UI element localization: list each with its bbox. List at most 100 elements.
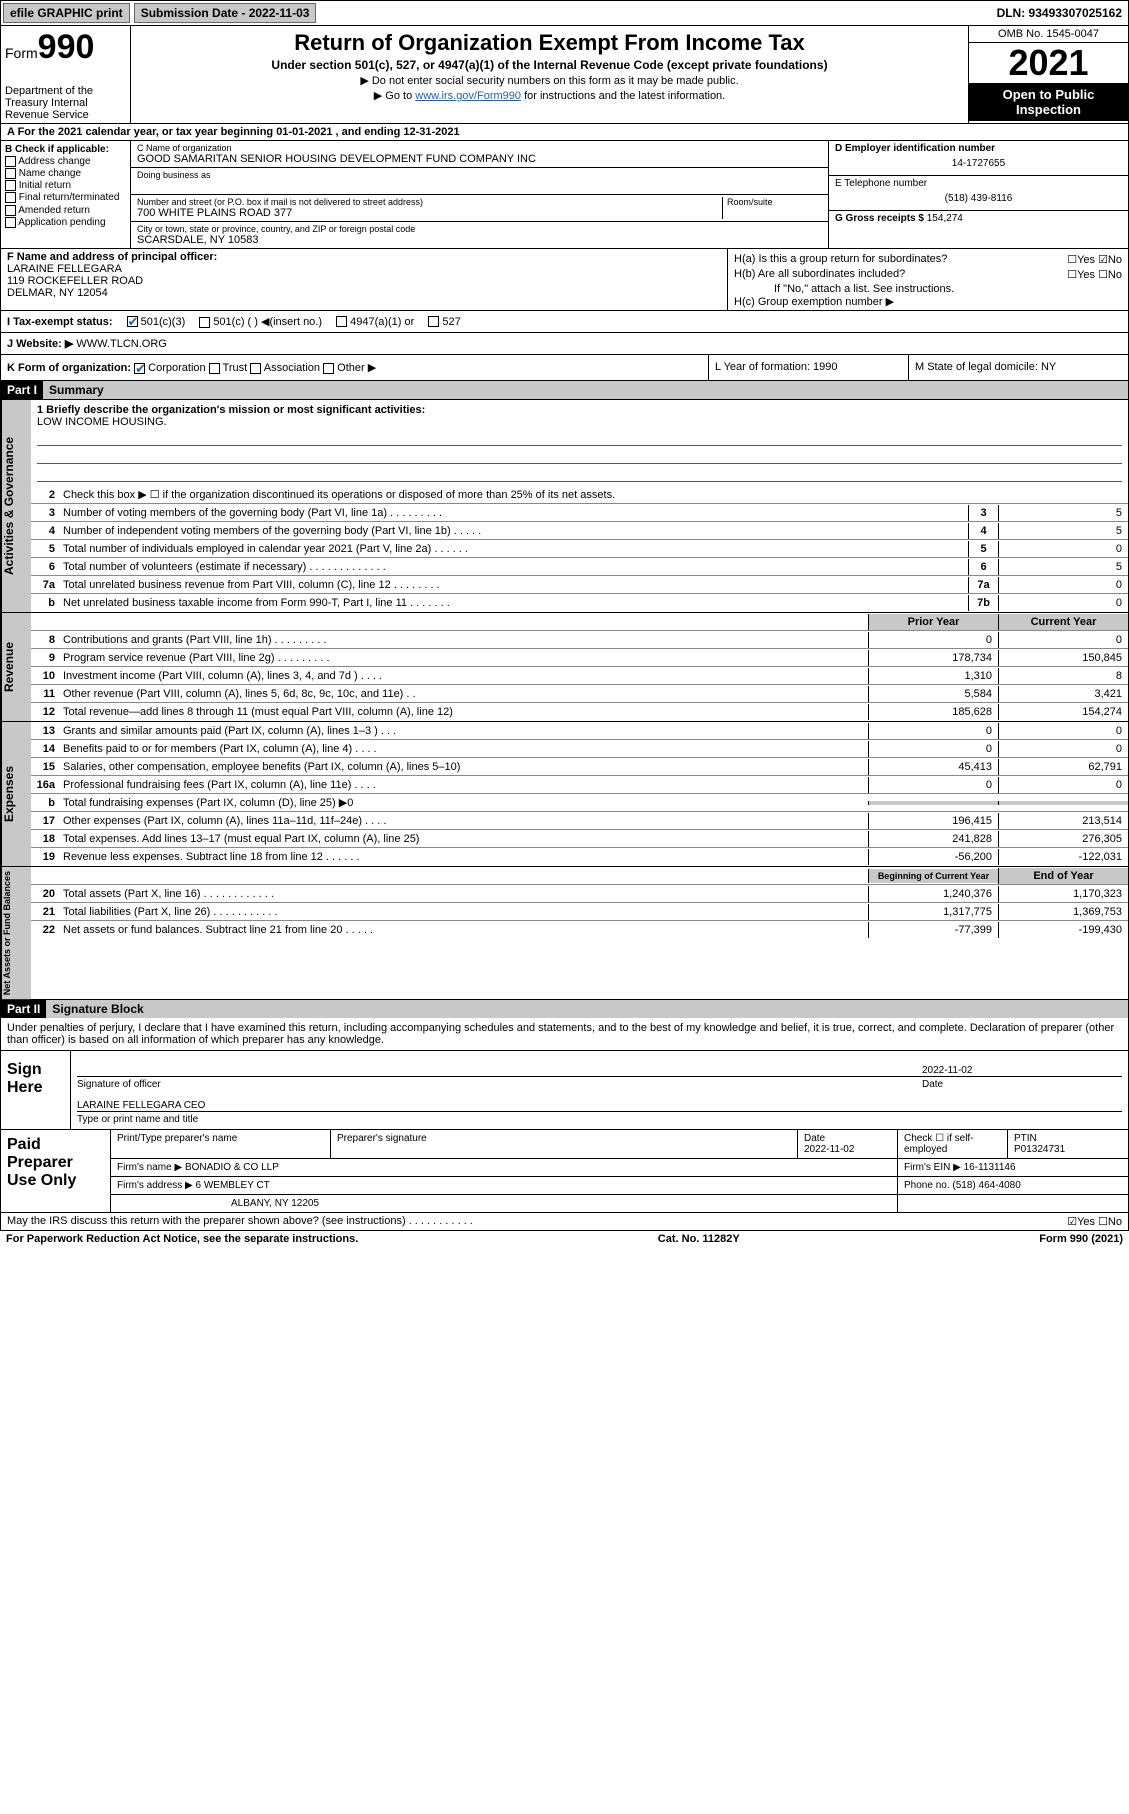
k-lab: K Form of organization: — [7, 362, 131, 374]
name-lab: Type or print name and title — [77, 1114, 1122, 1125]
c-name-lab: C Name of organization — [137, 143, 822, 153]
line-21: 21 Total liabilities (Part X, line 26) .… — [31, 903, 1128, 921]
sign-block: Sign Here 2022-11-02 Signature of office… — [0, 1051, 1129, 1130]
cb-name[interactable]: Name change — [5, 168, 126, 179]
open-public: Open to Public Inspection — [969, 83, 1128, 121]
name-line: LARAINE FELLEGARA CEO — [77, 1100, 1122, 1112]
cb-app[interactable]: Application pending — [5, 217, 126, 228]
hc: H(c) Group exemption number ▶ — [734, 295, 1122, 308]
ln-num: 10 — [31, 668, 59, 684]
p-h2: Preparer's signature — [331, 1130, 798, 1158]
fa-v1: 6 WEMBLEY CT — [196, 1180, 270, 1191]
omb: OMB No. 1545-0047 — [969, 26, 1128, 43]
part2-title: Signature Block — [46, 1000, 1128, 1018]
ha: H(a) Is this a group return for subordin… — [734, 253, 1122, 266]
paid-r4: ALBANY, NY 12205 — [111, 1195, 1128, 1212]
ln-box: 4 — [968, 523, 998, 539]
net-hc: End of Year — [998, 868, 1128, 884]
i-o3[interactable]: 4947(a)(1) or — [336, 316, 414, 328]
ln-val: 5 — [998, 523, 1128, 539]
k-o2-lbl: Trust — [223, 362, 248, 374]
i-o2[interactable]: 501(c) ( ) ◀(insert no.) — [199, 315, 322, 328]
ln-box: 5 — [968, 541, 998, 557]
cb-amend[interactable]: Amended return — [5, 205, 126, 216]
ln-num: 21 — [31, 904, 59, 920]
k-l: L Year of formation: 1990 — [708, 355, 908, 380]
ln-curr: -199,430 — [998, 922, 1128, 938]
k-o1-lbl: Corporation — [148, 362, 205, 374]
ln-num: 18 — [31, 831, 59, 847]
ln-num: 4 — [31, 523, 59, 539]
note2-pre: ▶ Go to — [374, 90, 415, 102]
ln-num: 11 — [31, 686, 59, 702]
sig-lab: Signature of officer — [77, 1079, 922, 1090]
i-o2-lbl: 501(c) ( ) ◀(insert no.) — [213, 316, 322, 328]
c-dba: Doing business as — [131, 168, 828, 195]
k-o2[interactable]: Trust — [209, 362, 248, 374]
ln-box: 7b — [968, 595, 998, 611]
ln-curr: 1,369,753 — [998, 904, 1128, 920]
ln-num: b — [31, 795, 59, 811]
p-h3: Date2022-11-02 — [798, 1130, 898, 1158]
ln-prior: 185,628 — [868, 704, 998, 720]
sec-gov: Activities & Governance 1 Briefly descri… — [0, 400, 1129, 613]
p-h5l: PTIN — [1014, 1133, 1122, 1144]
ln-val: 0 — [998, 541, 1128, 557]
p-h1: Print/Type preparer's name — [111, 1130, 331, 1158]
sig-line: 2022-11-02 — [77, 1065, 1122, 1077]
exp-body: 13 Grants and similar amounts paid (Part… — [31, 722, 1128, 866]
blank1 — [37, 432, 1122, 446]
k-o4[interactable]: Other ▶ — [323, 362, 376, 374]
ln-curr: 62,791 — [998, 759, 1128, 775]
ln-prior: -77,399 — [868, 922, 998, 938]
line-22: 22 Net assets or fund balances. Subtract… — [31, 921, 1128, 939]
cb-addr[interactable]: Address change — [5, 156, 126, 167]
ln-prior: 178,734 — [868, 650, 998, 666]
ph-lab: Phone no. — [904, 1180, 950, 1191]
k-o1[interactable]: Corporation — [134, 362, 206, 374]
ln-txt: Other revenue (Part VIII, column (A), li… — [59, 686, 868, 702]
line1-lab: 1 Briefly describe the organization's mi… — [37, 404, 1122, 416]
line-11: 11 Other revenue (Part VIII, column (A),… — [31, 685, 1128, 703]
k-o3[interactable]: Association — [250, 362, 320, 374]
ln-num: 15 — [31, 759, 59, 775]
blank3 — [37, 468, 1122, 482]
line2: 2 Check this box ▶ ☐ if the organization… — [31, 486, 1128, 504]
cb-init[interactable]: Initial return — [5, 180, 126, 191]
sig-name: LARAINE FELLEGARA CEO — [77, 1100, 1122, 1111]
efile-btn[interactable]: efile GRAPHIC print — [3, 3, 130, 23]
form-sub: Under section 501(c), 527, or 4947(a)(1)… — [135, 58, 964, 72]
irs-link[interactable]: www.irs.gov/Form990 — [415, 90, 521, 102]
topbar: efile GRAPHIC print Submission Date - 20… — [0, 0, 1129, 26]
ln-curr: 8 — [998, 668, 1128, 684]
footline: For Paperwork Reduction Act Notice, see … — [0, 1231, 1129, 1247]
i-o4-lbl: 527 — [442, 316, 460, 328]
note2-post: for instructions and the latest informat… — [521, 90, 725, 102]
ln-txt: Contributions and grants (Part VIII, lin… — [59, 632, 868, 648]
cb-final[interactable]: Final return/terminated — [5, 192, 126, 203]
ln-txt: Total liabilities (Part X, line 26) . . … — [59, 904, 868, 920]
j-lab: J Website: ▶ — [7, 338, 73, 350]
c-addr: Number and street (or P.O. box if mail i… — [131, 195, 828, 222]
ln-num: 14 — [31, 741, 59, 757]
firm-phone: Phone no. (518) 464-4080 — [898, 1177, 1128, 1194]
sec-exp: Expenses 13 Grants and similar amounts p… — [0, 722, 1129, 867]
net-hp: Beginning of Current Year — [868, 869, 998, 883]
ln-curr: 150,845 — [998, 650, 1128, 666]
ln-prior: 1,317,775 — [868, 904, 998, 920]
i-o3-lbl: 4947(a)(1) or — [350, 316, 414, 328]
submission-btn[interactable]: Submission Date - 2022-11-03 — [134, 3, 317, 23]
c-name-val: GOOD SAMARITAN SENIOR HOUSING DEVELOPMEN… — [137, 153, 822, 165]
c-city-val: SCARSDALE, NY 10583 — [137, 234, 822, 246]
i-o1[interactable]: 501(c)(3) — [127, 316, 186, 328]
dept: Department of the Treasury Internal Reve… — [5, 85, 126, 121]
line-10: 10 Investment income (Part VIII, column … — [31, 667, 1128, 685]
paid-r3: Firm's address ▶ 6 WEMBLEY CT Phone no. … — [111, 1177, 1128, 1195]
sig-date: 2022-11-02 — [922, 1065, 1122, 1076]
col-de: D Employer identification number 14-1727… — [828, 141, 1128, 248]
i-lab: I Tax-exempt status: — [7, 316, 113, 328]
firm-addr: Firm's address ▶ 6 WEMBLEY CT — [111, 1177, 898, 1194]
i-o4[interactable]: 527 — [428, 316, 460, 328]
vtab-exp: Expenses — [1, 722, 31, 866]
c-addr-lab: Number and street (or P.O. box if mail i… — [137, 197, 722, 207]
